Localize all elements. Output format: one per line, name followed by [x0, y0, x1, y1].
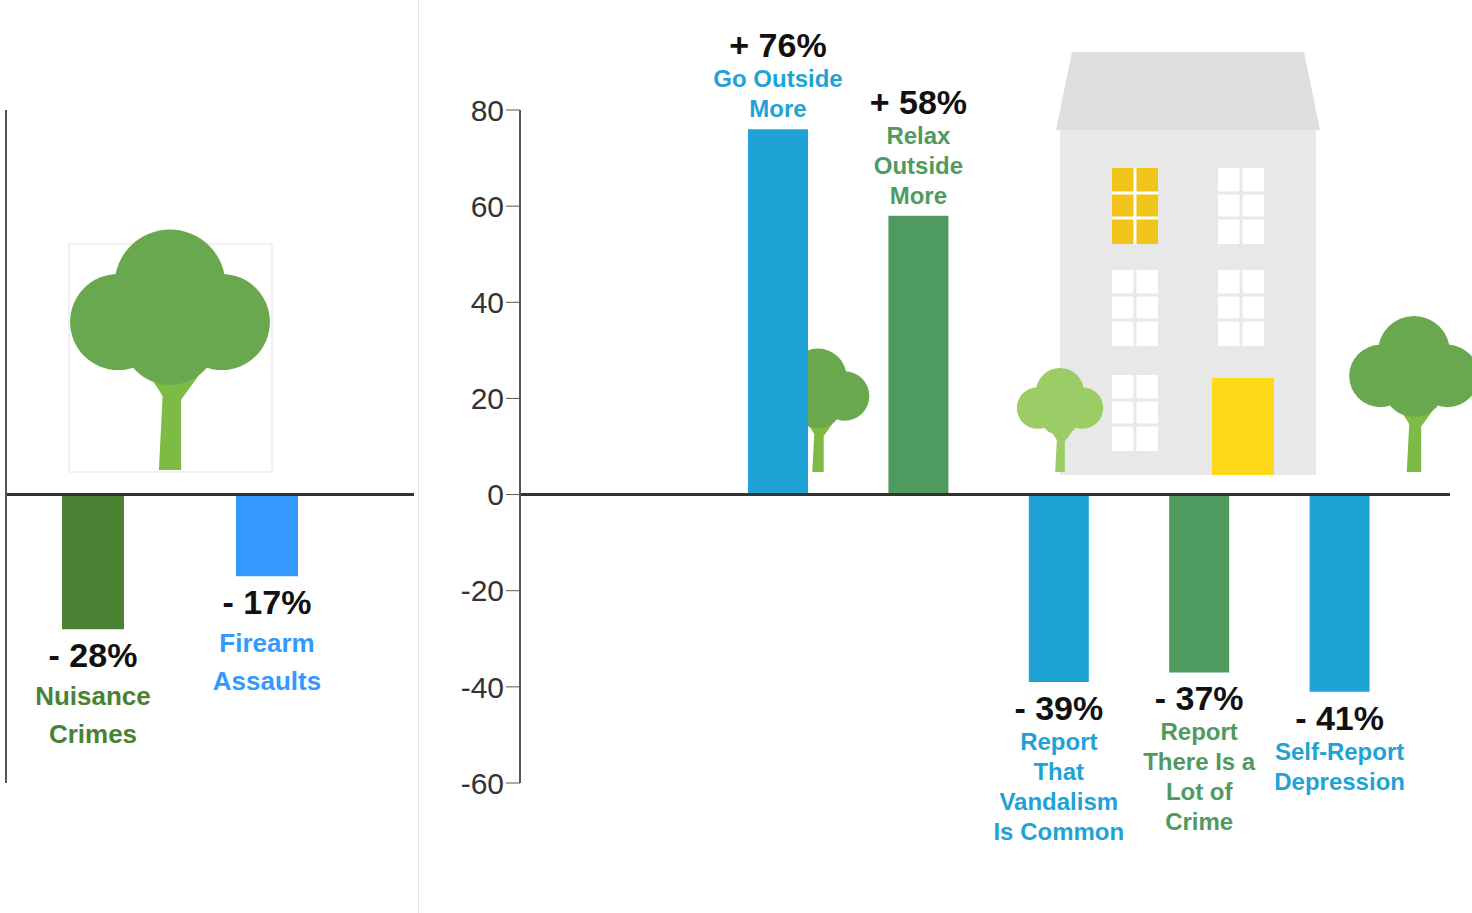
svg-text:Lot of: Lot of: [1166, 778, 1234, 805]
svg-text:40: 40: [471, 286, 504, 319]
svg-text:Crime: Crime: [1165, 808, 1233, 835]
svg-text:That: That: [1033, 758, 1084, 785]
svg-text:- 41%: - 41%: [1295, 699, 1384, 737]
svg-text:+ 76%: + 76%: [729, 26, 826, 64]
svg-text:Self-Report: Self-Report: [1275, 738, 1404, 765]
svg-text:More: More: [890, 182, 947, 209]
svg-text:Firearm: Firearm: [219, 628, 314, 658]
svg-text:Report: Report: [1161, 718, 1238, 745]
svg-text:20: 20: [471, 382, 504, 415]
svg-text:- 37%: - 37%: [1155, 679, 1244, 717]
svg-text:Crimes: Crimes: [49, 719, 137, 749]
svg-text:-20: -20: [461, 574, 504, 607]
svg-text:Depression: Depression: [1274, 768, 1405, 795]
svg-text:-40: -40: [461, 671, 504, 704]
svg-text:80: 80: [471, 94, 504, 127]
svg-text:Report: Report: [1020, 728, 1097, 755]
svg-text:- 17%: - 17%: [223, 583, 312, 621]
svg-text:Relax: Relax: [886, 122, 951, 149]
svg-text:Is Common: Is Common: [993, 818, 1124, 845]
svg-text:0: 0: [487, 478, 504, 511]
svg-text:60: 60: [471, 190, 504, 223]
svg-text:-60: -60: [461, 767, 504, 800]
svg-text:Nuisance: Nuisance: [35, 681, 151, 711]
svg-text:Assaults: Assaults: [213, 666, 321, 696]
svg-text:+ 58%: + 58%: [870, 83, 967, 121]
svg-text:More: More: [749, 95, 806, 122]
svg-text:Vandalism: Vandalism: [999, 788, 1118, 815]
svg-text:Go Outside: Go Outside: [713, 65, 842, 92]
svg-text:- 28%: - 28%: [49, 636, 138, 674]
svg-text:- 39%: - 39%: [1014, 689, 1103, 727]
svg-text:Outside: Outside: [874, 152, 963, 179]
svg-text:There Is a: There Is a: [1143, 748, 1256, 775]
